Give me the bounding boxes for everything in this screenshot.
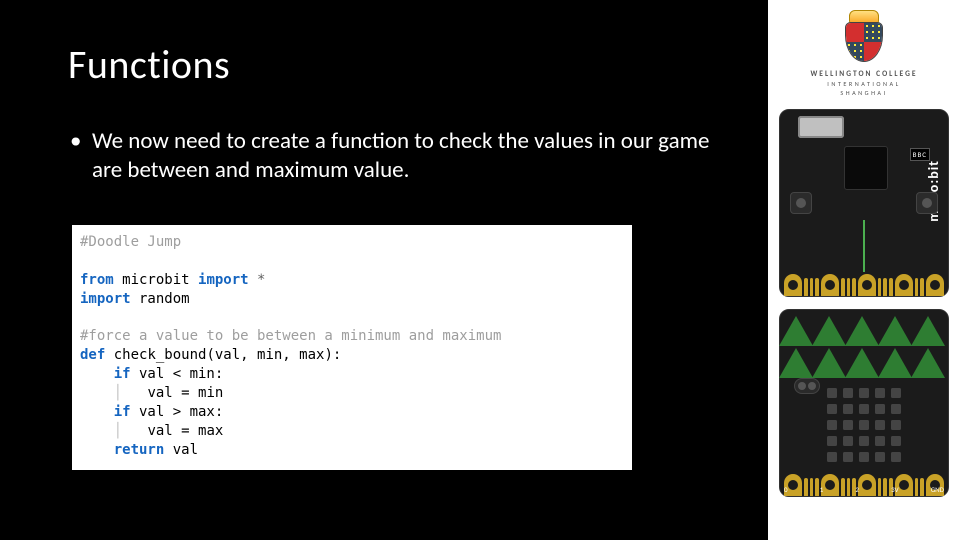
pin-label: 0: [784, 485, 788, 494]
code-kw-from: from: [80, 272, 114, 288]
indent-guide-icon: │: [114, 385, 148, 401]
code-kw-if: if: [114, 404, 131, 420]
logo-line2: INTERNATIONAL: [810, 80, 917, 88]
logo-line1: WELLINGTON COLLEGE: [810, 70, 917, 79]
button-a-icon: [790, 192, 812, 214]
school-logo: WELLINGTON COLLEGE INTERNATIONAL SHANGHA…: [810, 10, 917, 97]
code-kw-import: import: [198, 272, 249, 288]
edge-pin-big: [784, 274, 802, 296]
reset-button-icon: [794, 378, 820, 394]
triangle-row-icon: [780, 348, 948, 378]
pin-label: GND: [931, 485, 944, 494]
code-pre: #Doodle Jump from microbit import * impo…: [80, 233, 624, 460]
code-kw-if: if: [114, 366, 131, 382]
code-text: val: [164, 442, 198, 458]
slide-main: Functions We now need to create a functi…: [0, 0, 768, 540]
code-text: random: [131, 291, 190, 307]
slide: Functions We now need to create a functi…: [0, 0, 960, 540]
slide-bullet: We now need to create a function to chec…: [68, 127, 738, 185]
indent-guide-icon: │: [114, 423, 148, 439]
code-text: val > max:: [131, 404, 224, 420]
logo-line3: SHANGHAI: [810, 89, 917, 97]
logo-text: WELLINGTON COLLEGE INTERNATIONAL SHANGHA…: [810, 70, 917, 97]
slide-title: Functions: [68, 40, 758, 89]
led-grid-icon: [827, 388, 901, 462]
pcb-trace-icon: [863, 220, 865, 272]
microbit-back: 0 1 2 3V GND: [779, 309, 949, 497]
code-text: microbit: [114, 272, 198, 288]
code-kw-import: import: [80, 291, 131, 307]
crest-icon: [841, 10, 887, 64]
code-text: val < min:: [131, 366, 224, 382]
code-text: val = min: [147, 385, 223, 401]
code-kw-return: return: [114, 442, 165, 458]
code-block: #Doodle Jump from microbit import * impo…: [72, 225, 632, 470]
code-kw-def: def: [80, 347, 105, 363]
edge-pin-labels: 0 1 2 3V GND: [784, 485, 944, 494]
edge-connector: [780, 272, 948, 296]
code-comment: #force a value to be between a minimum a…: [80, 328, 501, 344]
chip-icon: [844, 146, 888, 190]
triangle-row-icon: [780, 316, 948, 346]
pin-label: 2: [855, 485, 859, 494]
edge-pin-big: [895, 274, 913, 296]
code-text: *: [249, 272, 266, 288]
code-comment: #Doodle Jump: [80, 234, 181, 250]
usb-port-icon: [798, 116, 844, 138]
microbit-front: BBC micro:bit: [779, 109, 949, 297]
code-text: check_bound(val, min, max):: [105, 347, 341, 363]
edge-pin-big: [926, 274, 944, 296]
pin-label: 3V: [891, 485, 899, 494]
edge-pin-big: [858, 274, 876, 296]
edge-pin-big: [821, 274, 839, 296]
button-b-icon: [916, 192, 938, 214]
code-text: val = max: [147, 423, 223, 439]
sidebar: WELLINGTON COLLEGE INTERNATIONAL SHANGHA…: [768, 0, 960, 540]
pin-label: 1: [820, 485, 824, 494]
